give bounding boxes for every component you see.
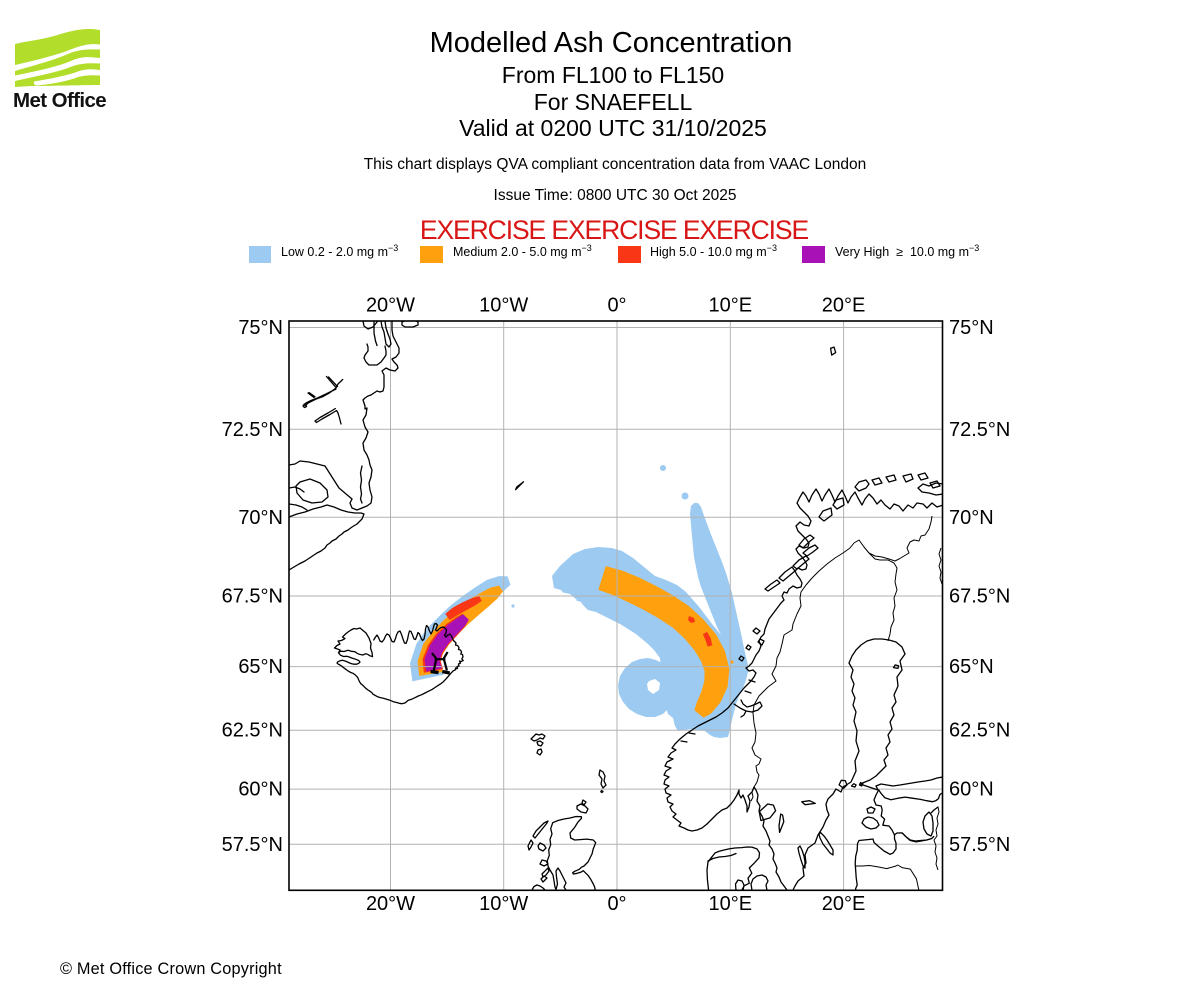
svg-text:70°N: 70°N — [949, 507, 994, 529]
svg-text:10°W: 10°W — [479, 295, 528, 317]
svg-text:62.5°N: 62.5°N — [222, 720, 283, 742]
svg-text:67.5°N: 67.5°N — [222, 586, 283, 608]
svg-text:75°N: 75°N — [238, 317, 283, 339]
svg-text:75°N: 75°N — [949, 317, 994, 339]
svg-text:0°: 0° — [607, 893, 626, 915]
svg-text:57.5°N: 57.5°N — [222, 834, 283, 856]
svg-text:70°N: 70°N — [238, 507, 283, 529]
svg-text:65°N: 65°N — [949, 656, 994, 678]
svg-text:72.5°N: 72.5°N — [949, 419, 1010, 441]
svg-text:62.5°N: 62.5°N — [949, 720, 1010, 742]
svg-text:10°E: 10°E — [709, 893, 753, 915]
svg-text:0°: 0° — [607, 295, 626, 317]
svg-text:20°E: 20°E — [822, 295, 866, 317]
svg-text:72.5°N: 72.5°N — [222, 419, 283, 441]
svg-text:20°W: 20°W — [366, 893, 415, 915]
svg-text:65°N: 65°N — [238, 656, 283, 678]
svg-text:20°W: 20°W — [366, 295, 415, 317]
svg-text:10°E: 10°E — [709, 295, 753, 317]
svg-text:60°N: 60°N — [238, 779, 283, 801]
svg-text:20°E: 20°E — [822, 893, 866, 915]
svg-text:10°W: 10°W — [479, 893, 528, 915]
svg-text:57.5°N: 57.5°N — [949, 834, 1010, 856]
svg-text:67.5°N: 67.5°N — [949, 586, 1010, 608]
svg-text:60°N: 60°N — [949, 779, 994, 801]
